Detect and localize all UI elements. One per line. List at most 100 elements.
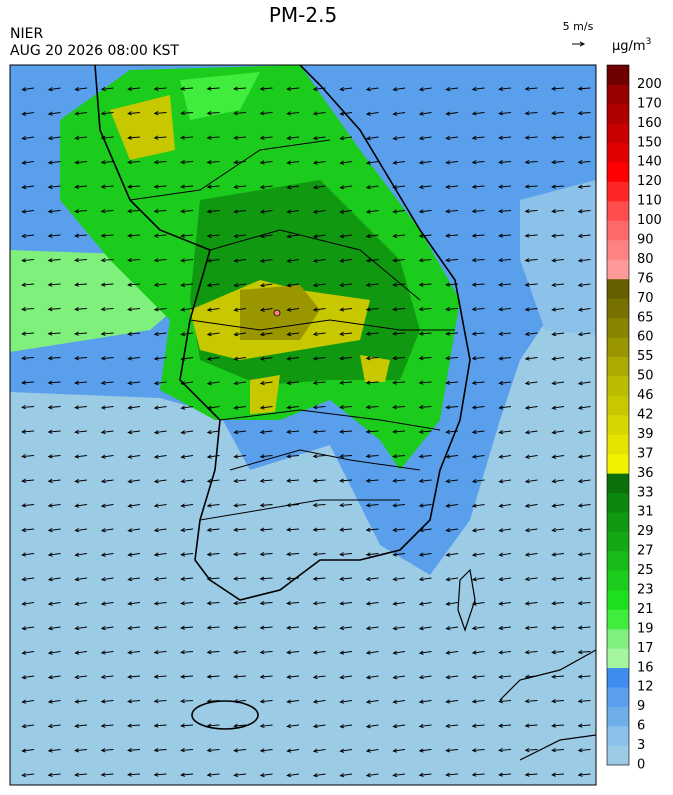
- wind-arrow: [233, 283, 247, 288]
- wind-arrow: [577, 649, 591, 655]
- wind-arrow: [471, 405, 485, 410]
- wind-arrow: [471, 528, 485, 533]
- wind-arrow: [312, 478, 326, 483]
- wind-arrow: [445, 454, 459, 459]
- colorbar-label: 55: [637, 349, 654, 364]
- wind-arrow: [233, 527, 247, 532]
- wind-arrow: [21, 650, 35, 655]
- wind-arrow: [577, 233, 591, 239]
- wind-arrow: [153, 331, 167, 337]
- wind-arrow: [392, 380, 406, 385]
- wind-arrow: [577, 86, 591, 91]
- wind-arrow: [471, 625, 485, 631]
- wind-arrow: [127, 674, 141, 679]
- wind-arrow: [524, 650, 538, 655]
- wind-arrow: [365, 404, 379, 410]
- colorbar-segment: [607, 142, 629, 163]
- colorbar-label: 200: [637, 77, 662, 92]
- wind-arrow: [21, 552, 35, 557]
- wind-arrow: [259, 135, 273, 140]
- wind-arrow: [206, 601, 220, 606]
- colorbar-label: 31: [637, 505, 654, 520]
- wind-arrow: [206, 674, 220, 679]
- wind-arrow: [47, 135, 61, 141]
- wind-arrow: [100, 748, 114, 753]
- wind-arrow: [47, 429, 61, 434]
- wind-arrow: [577, 430, 591, 435]
- wind-arrow: [524, 86, 538, 91]
- wind-arrow: [286, 601, 300, 606]
- wind-arrow: [206, 405, 220, 410]
- wind-arrow: [551, 135, 565, 140]
- wind-arrow: [127, 454, 141, 459]
- wind-arrow: [577, 527, 591, 533]
- wind-arrow: [551, 86, 565, 91]
- wind-arrow: [551, 552, 565, 557]
- wind-arrow: [551, 454, 565, 459]
- colorbar-frame: [606, 64, 630, 766]
- wind-arrow: [21, 675, 35, 680]
- wind-arrow: [524, 208, 538, 214]
- colorbar-segment: [607, 201, 629, 221]
- wind-arrow: [233, 184, 247, 190]
- wind-arrow: [206, 699, 220, 704]
- wind-arrow: [153, 282, 167, 287]
- wind-arrow: [471, 209, 485, 214]
- wind-arrow: [259, 772, 273, 778]
- wind-arrow: [312, 405, 326, 410]
- colorbar-segment: [607, 317, 629, 338]
- wind-arrow: [498, 184, 512, 189]
- wind-arrow: [286, 503, 300, 508]
- wind-arrow: [471, 282, 485, 287]
- wind-arrow: [100, 209, 114, 214]
- wind-arrow: [127, 747, 141, 753]
- wind-arrow: [498, 331, 512, 336]
- wind-arrow: [180, 479, 194, 484]
- wind-arrow: [100, 233, 114, 238]
- wind-arrow: [365, 356, 379, 361]
- colorbar-segment: [607, 298, 629, 319]
- wind-arrow: [312, 258, 326, 263]
- wind-arrow: [153, 552, 167, 557]
- wind-arrow: [180, 86, 194, 91]
- wind-arrow: [21, 478, 35, 483]
- wind-arrow: [206, 86, 220, 91]
- wind-arrow: [127, 699, 141, 704]
- wind-arrow: [233, 699, 247, 704]
- wind-arrow: [21, 380, 35, 385]
- wind-arrow: [498, 258, 512, 263]
- wind-arrow: [418, 135, 432, 141]
- wind-arrow: [445, 699, 459, 704]
- wind-arrow: [47, 626, 61, 631]
- wind-arrow: [180, 601, 194, 606]
- wind-arrow: [418, 429, 432, 434]
- wind-arrow: [392, 626, 406, 631]
- colorbar-label: 80: [637, 252, 654, 267]
- wind-arrow: [180, 503, 194, 508]
- colorbar-segment: [607, 551, 629, 571]
- wind-arrow: [418, 306, 432, 312]
- wind-arrow: [74, 356, 88, 361]
- wind-arrow: [286, 625, 300, 630]
- colorbar-segment: [607, 492, 629, 513]
- wind-arrow: [233, 600, 247, 606]
- wind-arrow: [206, 135, 220, 140]
- colorbar-label: 65: [637, 310, 654, 325]
- wind-arrow: [21, 136, 35, 141]
- wind-arrow: [392, 233, 406, 239]
- wind-arrow: [74, 86, 88, 92]
- wind-arrow: [47, 184, 61, 190]
- wind-arrow: [445, 160, 459, 165]
- wind-arrow: [365, 748, 379, 753]
- wind-arrow: [471, 380, 485, 385]
- wind-arrow: [127, 650, 141, 655]
- colorbar-segment: [607, 687, 629, 707]
- wind-arrow: [74, 429, 88, 435]
- wind-arrow: [418, 748, 432, 753]
- wind-arrow: [418, 331, 432, 336]
- wind-arrow: [392, 136, 406, 141]
- wind-arrow: [471, 699, 485, 704]
- wind-arrow: [21, 404, 35, 410]
- wind-arrow: [577, 454, 591, 459]
- wind-arrow: [127, 233, 141, 238]
